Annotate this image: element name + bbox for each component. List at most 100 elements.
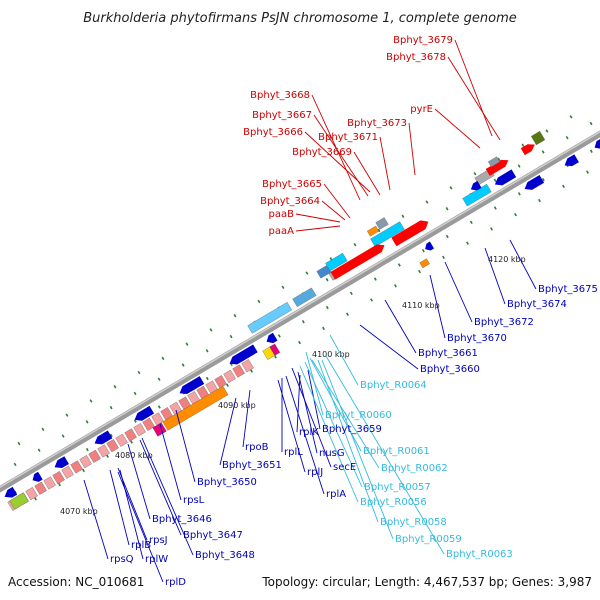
tick-mark [274, 355, 277, 359]
gene-feature [370, 221, 405, 247]
tick-label: 4120 kbp [488, 255, 526, 264]
tick-mark [349, 291, 353, 296]
leader-line [454, 39, 493, 137]
label-rna-Bphyt_R0059: Bphyt_R0059 [395, 534, 462, 545]
leader-line [329, 334, 359, 386]
tick-mark [469, 220, 473, 224]
leader-line [309, 357, 362, 452]
leader-line [313, 114, 369, 197]
gene-feature [34, 481, 47, 495]
label-bottom-Bphyt_3651: Bphyt_3651 [222, 460, 282, 471]
label-bottom-Bphyt_3647: Bphyt_3647 [183, 530, 243, 541]
label-bottom-rplB: rplB [131, 540, 151, 551]
gene-feature [229, 344, 258, 365]
label-rna-Bphyt_R0064: Bphyt_R0064 [360, 380, 427, 391]
gene-feature [594, 138, 600, 149]
leader-line [296, 374, 301, 433]
chromosome-backbone [0, 130, 600, 493]
tick-label: 4070 kbp [60, 507, 98, 516]
tick-mark [421, 248, 425, 253]
leader-line [321, 359, 394, 540]
gene-feature [462, 183, 492, 207]
tick-mark [445, 207, 449, 211]
gene-feature [152, 422, 167, 437]
gene-feature [43, 476, 56, 490]
leader-line [285, 375, 325, 495]
gene-feature [520, 144, 535, 156]
tick-mark [13, 462, 17, 467]
gene-feature [485, 159, 509, 176]
gene-feature [97, 444, 110, 458]
tick-mark [277, 334, 281, 338]
label-bottom-nusG: nusG [319, 448, 345, 459]
label-bottom-Bphyt_3661: Bphyt_3661 [418, 348, 478, 359]
tick-mark [538, 198, 541, 203]
gene-feature [366, 225, 380, 237]
tick-mark [325, 278, 329, 282]
tick-mark [133, 391, 137, 396]
tick-mark [301, 320, 305, 324]
label-bottom-rpsQ: rpsQ [110, 554, 134, 565]
tick-mark [589, 121, 593, 126]
tick-mark [157, 405, 161, 409]
tick-mark [473, 171, 477, 176]
leader-line [175, 409, 196, 483]
leader-line [117, 471, 164, 583]
leader-line [384, 299, 417, 354]
tick-label: 4080 kbp [115, 451, 153, 460]
tick-mark [185, 342, 189, 346]
gene-feature [54, 456, 69, 469]
tick-mark [442, 255, 445, 260]
tick-mark [205, 376, 209, 381]
label-bottom-rpsJ: rpsJ [149, 535, 168, 546]
gene-feature [124, 428, 137, 442]
leader-line [141, 437, 194, 556]
gene-feature [142, 417, 155, 431]
leader-line [127, 443, 151, 520]
tick-mark [401, 214, 405, 218]
leader-line [408, 122, 416, 176]
label-bottom-Bphyt_3660: Bphyt_3660 [420, 364, 480, 375]
tick-mark [58, 482, 61, 487]
gene-feature [419, 258, 430, 269]
tick-mark [541, 150, 545, 154]
leader-line [434, 108, 481, 149]
gene-feature [133, 423, 146, 437]
tick-mark [137, 370, 141, 375]
leader-line [295, 225, 341, 232]
tick-mark [109, 433, 113, 438]
tick-mark [205, 349, 209, 353]
gene-feature [425, 241, 435, 251]
tick-mark [161, 356, 165, 361]
tick-mark [394, 284, 397, 288]
tick-mark [449, 186, 453, 190]
gene-feature [88, 449, 101, 463]
gene-feature [79, 455, 92, 469]
tick-label: 4090 kbp [218, 401, 256, 410]
gene-feature [134, 405, 155, 421]
tick-mark [85, 447, 89, 452]
gene-feature [162, 385, 229, 431]
leader-line [299, 365, 359, 503]
leader-line [159, 423, 182, 501]
leader-line [219, 397, 237, 466]
tick-mark [517, 192, 521, 196]
tick-mark [41, 427, 45, 432]
leader-line [321, 200, 346, 221]
tick-mark [370, 298, 373, 302]
leader-line [304, 131, 371, 193]
gene-feature [4, 486, 18, 498]
gene-feature [9, 492, 29, 510]
label-bottom-Bphyt_3659: Bphyt_3659 [322, 424, 382, 435]
gene-features [4, 131, 600, 511]
tick-mark [157, 377, 161, 381]
tick-mark [569, 115, 573, 119]
tick-mark [397, 263, 401, 267]
tick-mark [497, 157, 501, 162]
tick-mark [353, 242, 357, 247]
gene-feature [52, 471, 65, 485]
leader-line [323, 183, 351, 219]
gene-feature [61, 465, 74, 479]
gene-feature [241, 359, 254, 373]
